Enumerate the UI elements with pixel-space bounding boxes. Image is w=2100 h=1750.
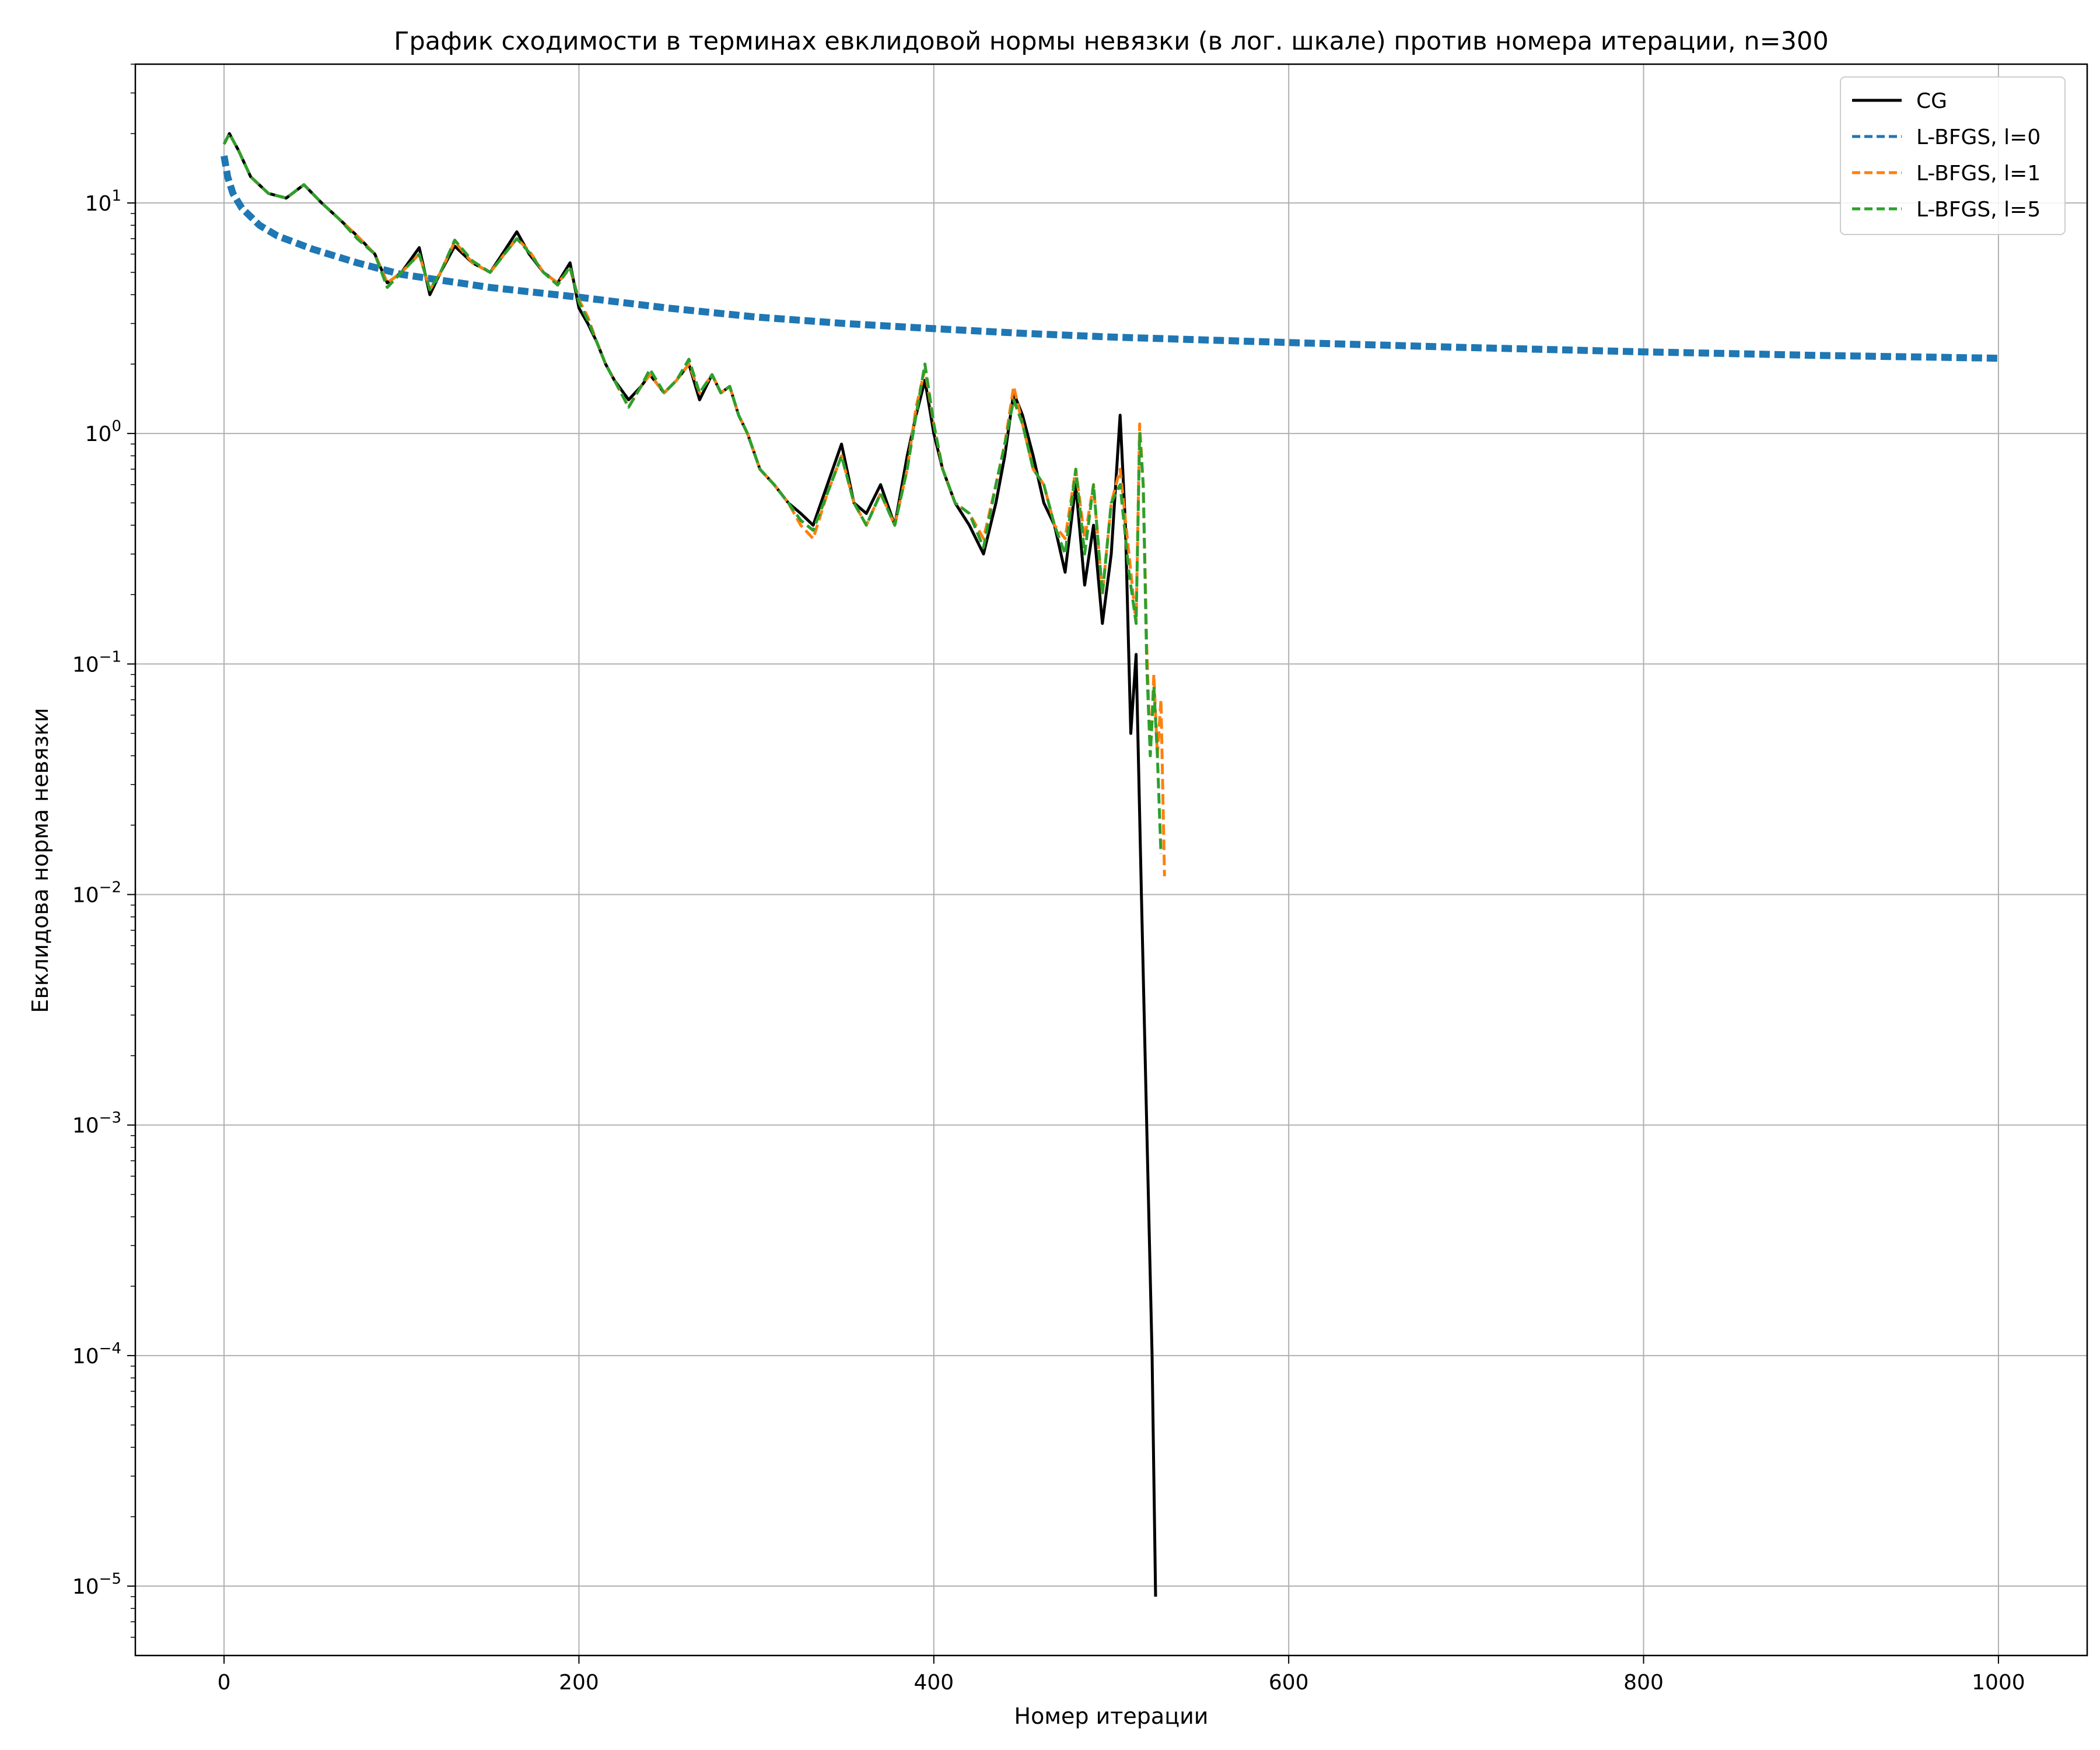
- legend-label: L-BFGS, l=1: [1916, 162, 2041, 186]
- x-axis-ticks: 0 200 400 600 800 1000: [218, 1656, 2025, 1695]
- legend-label: L-BFGS, l=5: [1916, 198, 2041, 222]
- y-tick-label: 10−2: [72, 878, 121, 907]
- chart-title: График сходимости в терминах евклидовой …: [394, 27, 1828, 56]
- y-tick-label: 10−1: [72, 648, 121, 677]
- series-line-3: [222, 132, 1163, 854]
- x-tick-label: 1000: [1972, 1671, 2025, 1695]
- y-tick-label: 101: [85, 187, 121, 216]
- x-tick-label: 400: [914, 1671, 954, 1695]
- y-tick-label: 10−5: [72, 1570, 121, 1599]
- legend-box: [1840, 76, 2066, 235]
- legend-label: L-BFGS, l=0: [1916, 125, 2041, 149]
- x-tick-label: 0: [218, 1671, 231, 1695]
- series-line-1: [220, 155, 1999, 362]
- x-tick-label: 800: [1623, 1671, 1664, 1695]
- y-tick-label: 100: [85, 418, 121, 446]
- y-tick-label: 10−3: [72, 1110, 121, 1138]
- legend: CG L-BFGS, l=0 L-BFGS, l=1 L-BFGS, l=5: [1840, 76, 2066, 235]
- plot-frame: [134, 63, 2088, 1657]
- x-tick-label: 600: [1269, 1671, 1309, 1695]
- y-tick-label: 10−4: [72, 1340, 121, 1368]
- x-tick-label: 200: [559, 1671, 599, 1695]
- y-axis-label: Евклидова норма невязки: [27, 708, 53, 1013]
- legend-label: CG: [1916, 89, 1947, 113]
- series-layer: [220, 132, 1999, 1597]
- x-axis-label: Номер итерации: [1014, 1703, 1209, 1729]
- y-axis-ticks: 10−5 10−4 10−3 10−2 10−1 100 101: [72, 64, 135, 1638]
